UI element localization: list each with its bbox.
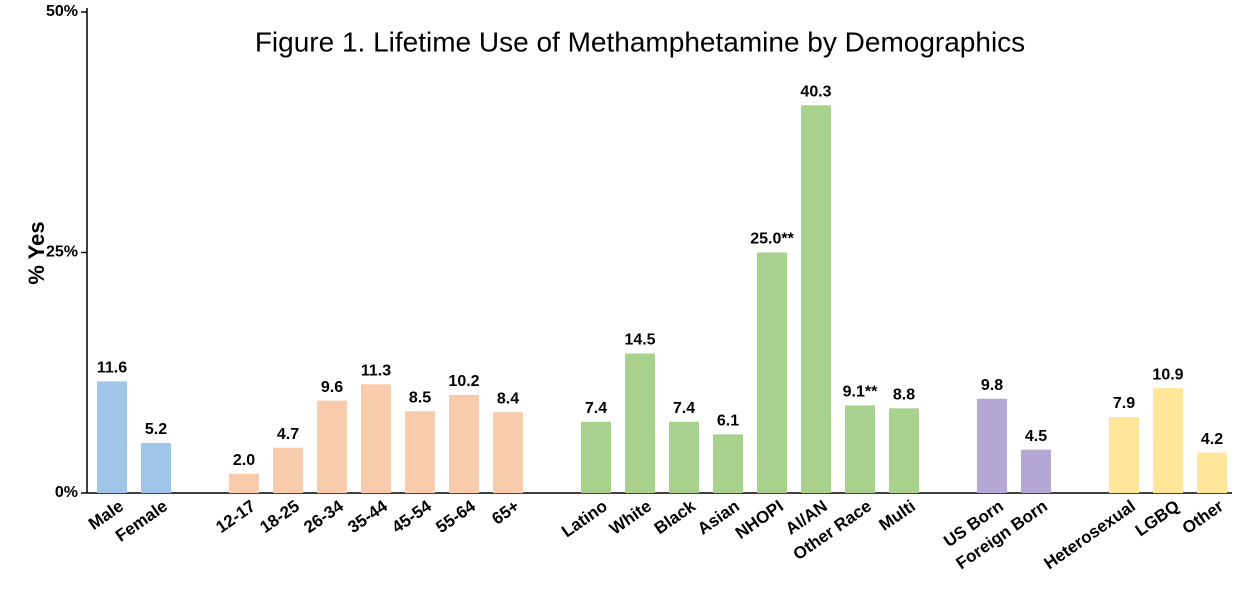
bar [713,434,743,493]
value-label: 14.5 [624,332,655,349]
x-tick-label: Latino [558,496,611,541]
x-tick-label: Multi [875,496,918,534]
x-tick-label: 55-64 [432,496,479,537]
bar [581,421,611,493]
value-label: 4.7 [277,426,299,443]
x-tick-label: NHOPI [732,496,787,542]
bar [1153,388,1183,493]
bar [669,421,699,493]
chart-title: Figure 1. Lifetime Use of Methamphetamin… [255,26,1025,57]
y-tick-label: 0% [55,484,78,501]
bar [889,408,919,493]
value-label: 6.1 [717,413,739,430]
x-tick-label: 18-25 [256,496,303,537]
bar [1197,452,1227,493]
x-tick-label: Heterosexual [1040,496,1138,573]
value-label: 10.9 [1152,366,1183,383]
y-tick-label: 25% [46,244,78,261]
x-tick-label: 65+ [488,496,523,528]
x-tick-label: 12-17 [212,496,259,537]
value-label: 9.6 [321,379,343,396]
bar [317,400,347,493]
value-label: 4.2 [1201,431,1223,448]
value-label: 9.1** [843,384,878,401]
x-tick-label: Other [1179,496,1227,538]
value-label: 8.8 [893,387,915,404]
value-label: 25.0** [750,231,794,248]
bar [1109,417,1139,493]
x-tick-label: LGBQ [1132,496,1183,540]
value-label: 8.4 [497,390,519,407]
bar [757,252,787,493]
bar [141,442,171,493]
value-label: 11.6 [97,360,127,377]
value-label: 7.9 [1113,395,1135,412]
y-axis-label: % Yes [24,221,49,284]
bar [361,384,391,493]
bar [97,381,127,493]
bar [449,394,479,493]
value-label: 11.3 [361,363,391,380]
value-label: 7.4 [673,400,695,417]
bar [801,105,831,494]
bar [229,473,259,493]
value-label: 7.4 [585,400,607,417]
value-label: 9.8 [981,377,1003,394]
x-tick-label: 45-54 [388,496,435,537]
value-label: 5.2 [145,421,167,438]
x-tick-label: 35-44 [344,496,391,537]
x-tick-label: Black [651,496,700,538]
bar [493,412,523,493]
x-tick-label: 26-34 [300,496,347,537]
value-label: 4.5 [1025,428,1047,445]
bar [977,398,1007,493]
value-label: 40.3 [800,84,831,101]
value-label: 8.5 [409,389,431,406]
bar [273,447,303,493]
bar [405,411,435,493]
x-tick-label: White [606,496,655,538]
value-label: 2.0 [233,452,255,469]
bar [1021,449,1051,493]
value-label: 10.2 [448,373,479,390]
bar [845,405,875,493]
y-tick-label: 50% [46,3,78,20]
bar [625,353,655,493]
